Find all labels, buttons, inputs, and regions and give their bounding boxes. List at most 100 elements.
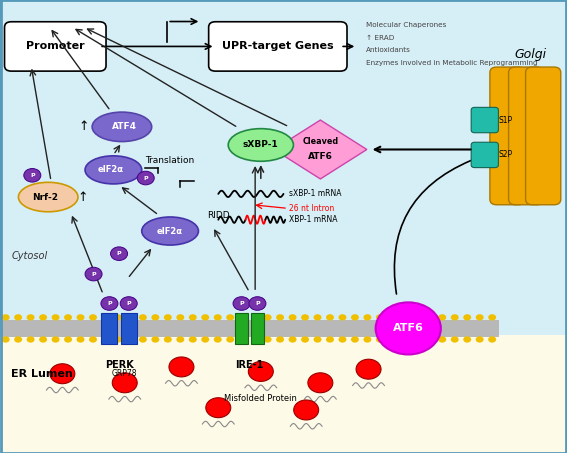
Circle shape [189,336,197,342]
Circle shape [164,336,172,342]
Circle shape [426,336,434,342]
Polygon shape [274,120,367,179]
Ellipse shape [142,217,198,245]
Text: ↑: ↑ [78,120,88,133]
Text: PERK: PERK [105,360,133,370]
Text: sXBP-1: sXBP-1 [243,140,279,149]
FancyBboxPatch shape [471,107,498,133]
Text: P: P [30,173,35,178]
Text: S2P: S2P [498,150,513,159]
Text: ATF4: ATF4 [112,122,137,131]
Text: P: P [117,251,121,256]
Text: ↑ ERAD: ↑ ERAD [366,34,394,41]
Circle shape [338,314,346,321]
Circle shape [289,314,297,321]
Text: Promoter: Promoter [26,41,84,52]
Text: P: P [255,301,260,306]
Circle shape [214,314,222,321]
Text: P: P [107,301,112,306]
Circle shape [363,314,371,321]
Text: Golgi: Golgi [514,48,546,61]
Circle shape [2,314,10,321]
Circle shape [289,336,297,342]
Text: GRP78: GRP78 [112,369,137,378]
Circle shape [52,314,60,321]
Circle shape [114,336,122,342]
Circle shape [101,297,118,310]
Circle shape [488,336,496,342]
Circle shape [14,336,22,342]
Circle shape [476,314,484,321]
Text: Cytosol: Cytosol [11,251,48,261]
Circle shape [451,314,459,321]
Circle shape [294,400,319,420]
Circle shape [169,357,194,377]
Circle shape [114,314,122,321]
Circle shape [438,314,446,321]
Circle shape [401,336,409,342]
Circle shape [89,336,97,342]
FancyBboxPatch shape [509,67,544,205]
Bar [251,313,264,344]
FancyBboxPatch shape [5,22,106,71]
Text: ATF6: ATF6 [393,323,424,333]
Circle shape [314,314,321,321]
Text: 26 nt Intron: 26 nt Intron [289,204,335,213]
Text: P: P [239,301,244,306]
Circle shape [314,336,321,342]
Circle shape [120,297,137,310]
Circle shape [201,336,209,342]
Text: Cleaved: Cleaved [302,137,338,146]
Circle shape [426,314,434,321]
Circle shape [27,314,35,321]
Circle shape [24,169,41,182]
Circle shape [27,336,35,342]
Circle shape [126,314,134,321]
Text: sXBP-1 mRNA: sXBP-1 mRNA [289,189,342,198]
Circle shape [351,314,359,321]
Circle shape [338,336,346,342]
Circle shape [301,336,309,342]
FancyBboxPatch shape [209,22,347,71]
Circle shape [77,336,84,342]
Text: P: P [91,271,96,277]
Circle shape [463,336,471,342]
Text: S1P: S1P [498,116,513,125]
Circle shape [308,373,333,393]
Circle shape [249,297,266,310]
FancyBboxPatch shape [526,67,561,205]
Circle shape [451,336,459,342]
Text: RIDD: RIDD [207,211,230,220]
Circle shape [401,314,409,321]
Circle shape [239,314,247,321]
Circle shape [176,314,184,321]
Text: Misfolded Protein: Misfolded Protein [225,394,297,403]
Circle shape [206,398,231,418]
Text: Antioxidants: Antioxidants [366,47,411,53]
Circle shape [413,314,421,321]
FancyBboxPatch shape [471,142,498,168]
Ellipse shape [85,156,142,184]
Circle shape [214,336,222,342]
Circle shape [85,267,102,281]
Circle shape [276,314,284,321]
Text: ↑: ↑ [77,191,87,203]
Circle shape [251,336,259,342]
Circle shape [476,336,484,342]
Circle shape [139,314,147,321]
Circle shape [363,336,371,342]
Circle shape [326,314,334,321]
Bar [235,313,248,344]
Circle shape [151,314,159,321]
Circle shape [52,336,60,342]
Circle shape [64,336,72,342]
Circle shape [248,361,273,381]
Ellipse shape [92,112,152,142]
FancyBboxPatch shape [490,67,525,205]
Text: XBP-1 mRNA: XBP-1 mRNA [289,215,338,224]
Circle shape [226,336,234,342]
Circle shape [50,364,75,384]
Ellipse shape [375,303,441,354]
Text: UPR-target Genes: UPR-target Genes [222,41,333,52]
Text: Molecular Chaperones: Molecular Chaperones [366,22,446,28]
